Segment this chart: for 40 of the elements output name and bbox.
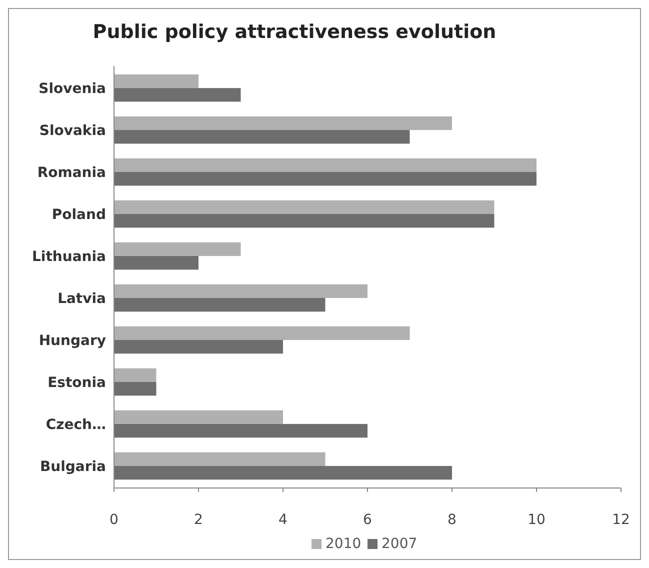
bar bbox=[114, 452, 326, 466]
y-tick-label: Lithuania bbox=[32, 249, 106, 266]
x-tick-label: 4 bbox=[278, 512, 288, 528]
bar bbox=[114, 214, 494, 228]
bar bbox=[114, 200, 494, 214]
bar bbox=[114, 368, 156, 382]
y-tick-label: Poland bbox=[52, 207, 106, 224]
x-tick-label: 2 bbox=[194, 512, 203, 528]
bar bbox=[114, 256, 198, 270]
x-tick-label: 10 bbox=[528, 512, 546, 528]
y-tick-label: Romania bbox=[37, 165, 106, 182]
bar bbox=[114, 172, 536, 186]
bar bbox=[114, 424, 368, 438]
y-tick-label: Estonia bbox=[48, 374, 106, 391]
bar bbox=[114, 158, 536, 172]
bar bbox=[114, 116, 452, 130]
bar bbox=[114, 74, 198, 88]
bar bbox=[114, 242, 241, 256]
bar bbox=[114, 88, 241, 102]
y-tick-label: Latvia bbox=[58, 290, 106, 307]
y-tick-label: Slovenia bbox=[38, 81, 106, 98]
y-tick-label: Czech… bbox=[46, 416, 106, 433]
legend-label: 2010 bbox=[326, 536, 362, 552]
bar bbox=[114, 466, 452, 480]
x-tick-label: 12 bbox=[612, 512, 630, 528]
x-tick-label: 8 bbox=[448, 512, 456, 528]
y-tick-label: Bulgaria bbox=[40, 458, 106, 475]
y-tick-label: Hungary bbox=[38, 332, 106, 349]
chart-title: Public policy attractiveness evolution bbox=[92, 21, 496, 43]
bar bbox=[114, 382, 156, 396]
x-tick-label: 6 bbox=[363, 512, 372, 528]
bar bbox=[114, 130, 410, 144]
legend-label: 2007 bbox=[382, 536, 418, 552]
bar bbox=[114, 298, 326, 312]
bar bbox=[114, 410, 283, 424]
x-tick-label: 0 bbox=[110, 512, 118, 528]
y-tick-label: Slovakia bbox=[39, 123, 106, 140]
bar bbox=[114, 326, 410, 340]
bar bbox=[114, 340, 283, 354]
bar bbox=[114, 284, 368, 298]
